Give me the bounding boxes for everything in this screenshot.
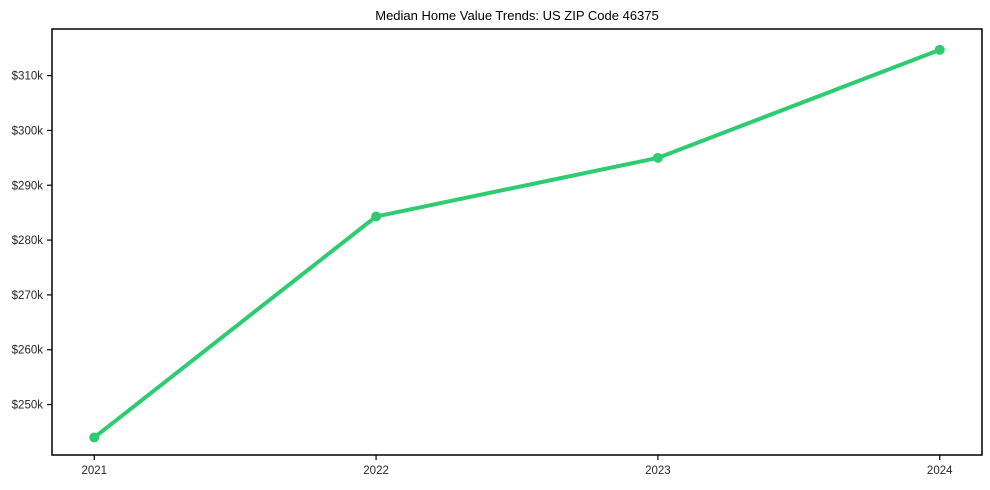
data-point-marker <box>371 211 382 222</box>
y-tick-label: $280k <box>12 235 44 247</box>
x-tick-label: 2021 <box>81 465 107 477</box>
y-tick-label: $270k <box>12 290 44 302</box>
data-point-marker <box>89 432 100 443</box>
data-point-marker <box>652 152 663 163</box>
y-tick-label: $260k <box>12 345 44 357</box>
data-point-marker <box>934 44 945 55</box>
x-tick-label: 2023 <box>645 465 671 477</box>
plot-frame <box>51 28 983 456</box>
y-tick-label: $300k <box>12 125 44 137</box>
axes-layer: $250k $260k $270k $280k $290k $300k $310k 2021 2… <box>12 28 983 477</box>
x-tick-label: 2022 <box>363 465 389 477</box>
y-tick-label: $250k <box>12 400 44 412</box>
trend-line <box>92 47 942 440</box>
y-tick-label: $290k <box>12 180 44 192</box>
x-tick-label: 2024 <box>927 465 953 477</box>
chart-title: Median Home Value Trends: US ZIP Code 46… <box>375 8 659 23</box>
y-tick-label: $310k <box>12 71 44 83</box>
series-layer <box>89 44 945 443</box>
